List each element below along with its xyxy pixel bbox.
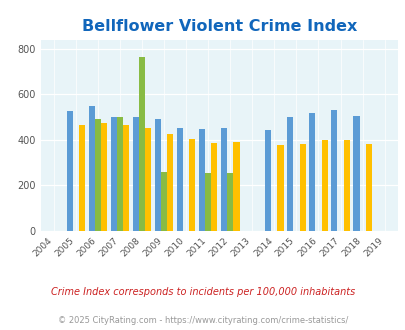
Bar [117,117,123,231]
Bar [154,119,161,231]
Bar [123,125,129,231]
Bar [365,144,371,231]
Text: © 2025 CityRating.com - https://www.cityrating.com/crime-statistics/: © 2025 CityRating.com - https://www.city… [58,315,347,325]
Bar [95,119,101,231]
Title: Bellflower Violent Crime Index: Bellflower Violent Crime Index [81,19,356,34]
Text: Crime Index corresponds to incidents per 100,000 inhabitants: Crime Index corresponds to incidents per… [51,287,354,297]
Bar [277,145,283,231]
Bar [343,140,349,231]
Bar [330,110,337,231]
Bar [177,128,183,231]
Bar [88,106,95,231]
Bar [198,129,205,231]
Bar [79,125,85,231]
Bar [111,117,117,231]
Bar [167,134,173,231]
Bar [161,172,167,231]
Bar [205,173,211,231]
Bar [211,143,217,231]
Bar [145,128,151,231]
Bar [189,139,195,231]
Bar [101,123,107,231]
Bar [321,140,327,231]
Bar [139,57,145,231]
Bar [286,117,293,231]
Bar [352,116,358,231]
Bar [227,173,233,231]
Bar [299,144,305,231]
Bar [264,130,271,231]
Bar [132,117,139,231]
Bar [220,128,227,231]
Bar [309,113,315,231]
Bar [233,142,239,231]
Bar [66,112,72,231]
